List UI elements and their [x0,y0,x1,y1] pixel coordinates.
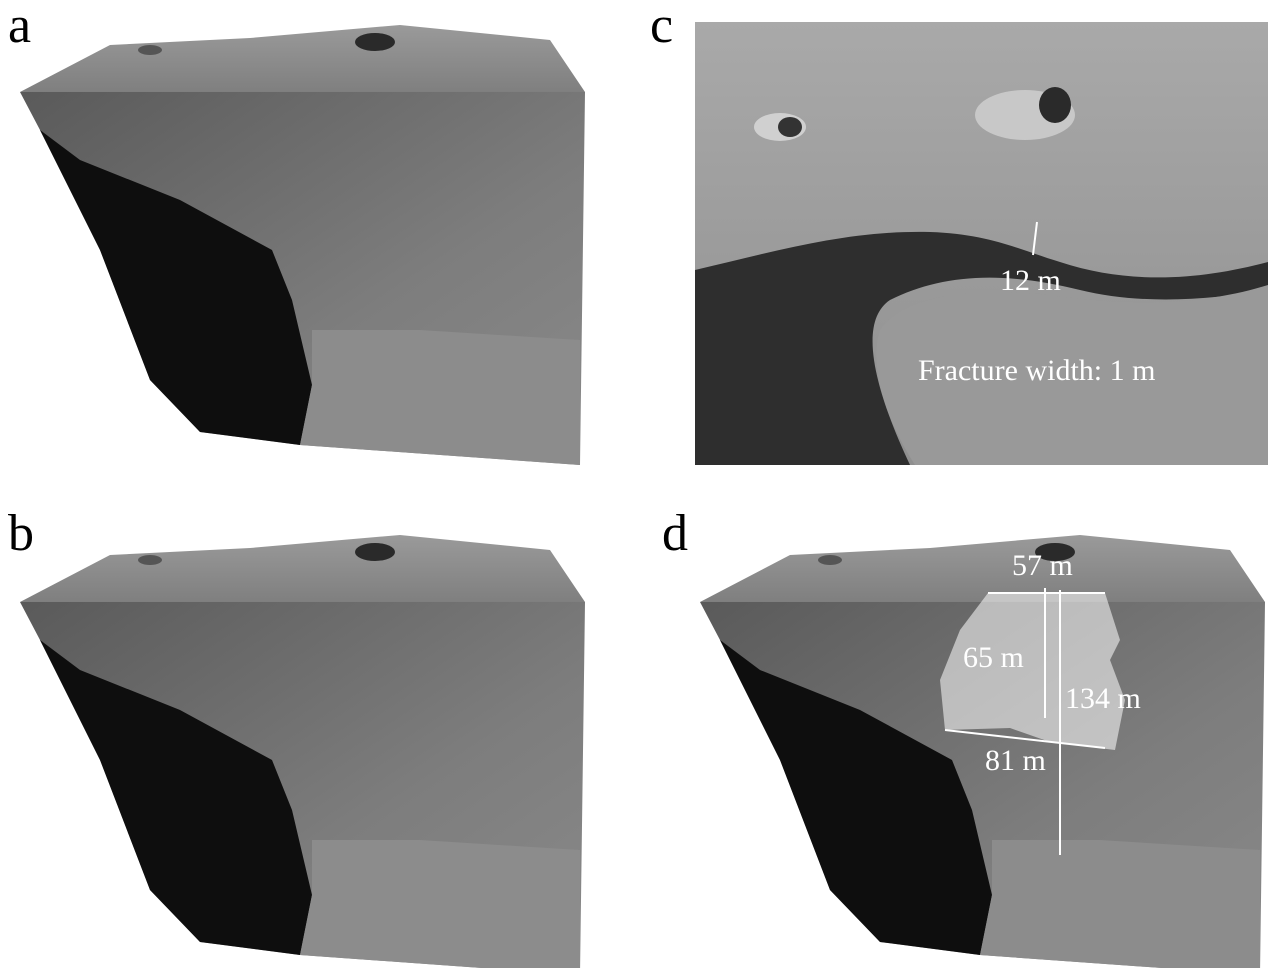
image-c [695,22,1268,465]
panel-label: b [8,505,34,562]
annotation: 81 m [985,744,1046,777]
annotation: 57 m [1012,549,1073,582]
image-b [20,535,585,968]
image-d [700,535,1265,968]
annotation: 65 m [963,641,1024,674]
measurement-overlay [940,588,1125,855]
panel-label: a [8,0,31,54]
annotation: 134 m [1065,682,1141,715]
panel-label: d [662,505,688,562]
image-a [20,25,585,465]
annotation: 12 m [1000,264,1061,297]
annotation: Fracture width: 1 m [918,354,1155,387]
panel-label: c [650,0,673,54]
